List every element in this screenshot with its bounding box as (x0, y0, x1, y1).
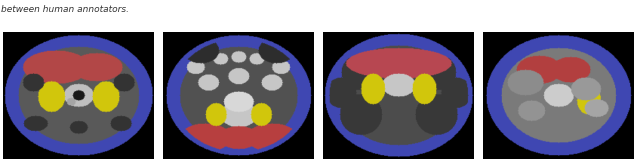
Text: between human annotators.: between human annotators. (1, 5, 129, 14)
